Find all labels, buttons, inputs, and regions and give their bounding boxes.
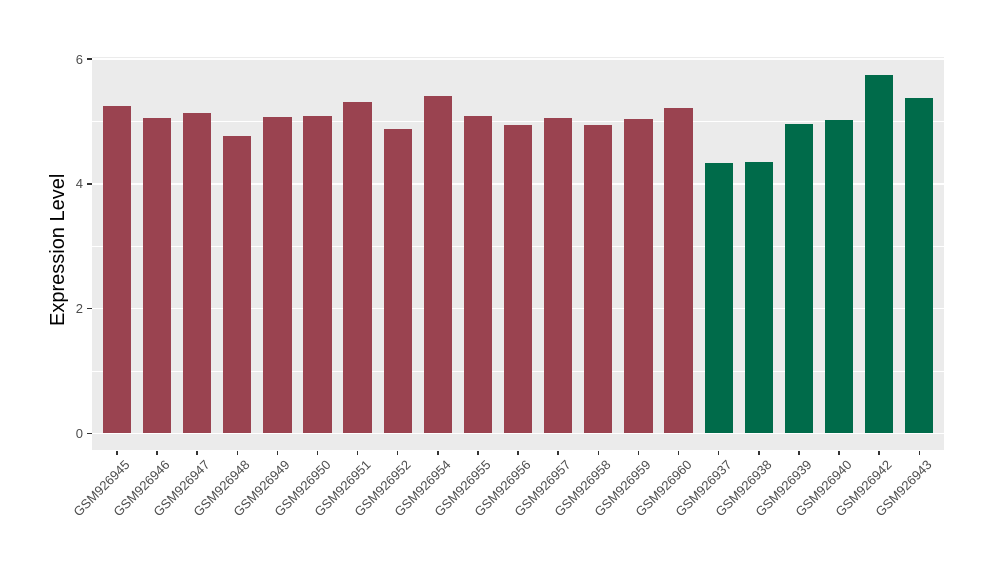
bar-GSM926960 (664, 107, 693, 434)
bar-GSM926958 (584, 124, 613, 434)
x-tick-mark-GSM926950 (316, 450, 319, 455)
bar-GSM926948 (223, 136, 252, 434)
bar-GSM926938 (744, 161, 773, 434)
bar-GSM926950 (303, 115, 332, 434)
x-tick-mark-GSM926946 (156, 450, 158, 455)
x-tick-mark-GSM926948 (236, 450, 238, 455)
x-tick-mark-GSM926952 (396, 450, 399, 455)
y-tick-mark-6 (87, 58, 92, 60)
y-tick-mark-2 (87, 307, 92, 310)
y-tick-label-4: 4 (75, 176, 83, 192)
bar-GSM926949 (263, 117, 292, 434)
y-tick-mark-4 (87, 183, 92, 185)
x-tick-mark-GSM926954 (437, 450, 439, 455)
major-gridline-y6 (92, 58, 944, 60)
bar-GSM926946 (142, 118, 172, 434)
bar-GSM926952 (383, 128, 412, 434)
bar-GSM926939 (784, 123, 814, 434)
plot-panel (92, 57, 944, 450)
y-tick-label-2: 2 (75, 301, 83, 317)
x-tick-mark-GSM926960 (677, 450, 680, 455)
bar-GSM926947 (182, 113, 212, 434)
bar-GSM926951 (343, 102, 372, 434)
bar-GSM926955 (463, 115, 493, 434)
bar-GSM926945 (102, 106, 132, 434)
x-tick-mark-GSM926958 (597, 450, 600, 455)
x-tick-mark-GSM926943 (918, 450, 921, 455)
x-tick-mark-GSM926949 (276, 450, 279, 455)
bar-GSM926957 (544, 117, 573, 434)
x-tick-mark-GSM926938 (758, 450, 760, 455)
x-tick-mark-GSM926947 (196, 450, 198, 455)
bar-GSM926940 (824, 120, 854, 434)
x-tick-mark-GSM926951 (356, 450, 359, 455)
x-tick-mark-GSM926957 (557, 450, 559, 455)
x-tick-mark-GSM926937 (717, 450, 720, 455)
bar-GSM926954 (423, 95, 452, 434)
bar-GSM926956 (503, 125, 533, 434)
bar-GSM926937 (704, 162, 733, 434)
bar-GSM926959 (624, 118, 653, 434)
bar-GSM926942 (865, 74, 894, 434)
x-tick-mark-GSM926940 (838, 450, 840, 455)
x-tick-mark-GSM926945 (116, 450, 118, 455)
major-gridline-y0 (92, 432, 944, 435)
x-tick-mark-GSM926959 (637, 450, 640, 455)
x-tick-mark-GSM926939 (798, 450, 800, 455)
bar-GSM926943 (905, 97, 934, 434)
x-tick-mark-GSM926955 (477, 450, 479, 455)
x-tick-mark-GSM926942 (878, 450, 880, 455)
y-tick-label-0: 0 (75, 425, 83, 441)
y-tick-label-6: 6 (75, 51, 83, 67)
x-tick-mark-GSM926956 (517, 450, 519, 455)
minor-gridline-y5 (92, 121, 944, 122)
y-tick-mark-0 (87, 432, 92, 435)
